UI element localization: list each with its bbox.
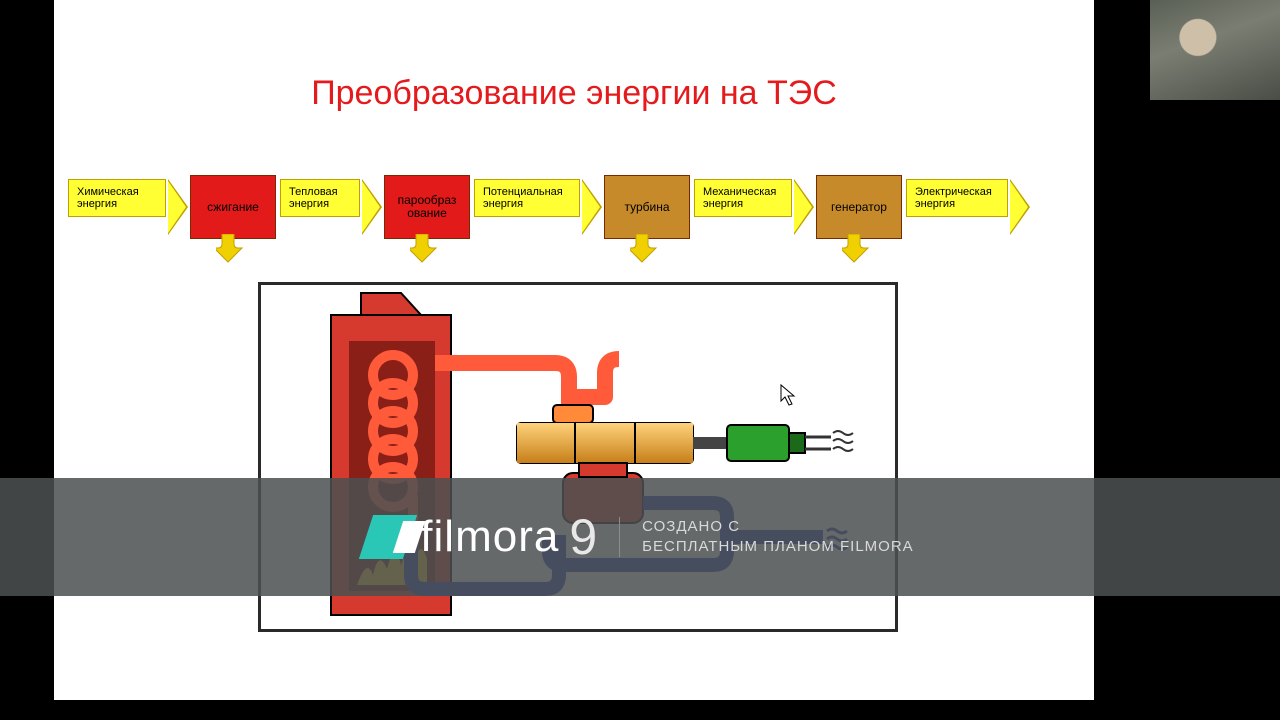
watermark-line1: СОЗДАНО С (642, 517, 914, 537)
process-box: генератор (816, 175, 902, 239)
process-box-label: сжигание (207, 201, 259, 214)
process-box: сжигание (190, 175, 276, 239)
energy-flow-row: Химическая энергия сжигание Тепловая энерг… (68, 162, 1084, 252)
energy-arrow: Электрическая энергия (906, 179, 1012, 235)
slide-title: Преобразование энергии на ТЭС (54, 74, 1094, 113)
down-arrow-icon (216, 234, 250, 264)
energy-arrow: Тепловая энергия (280, 179, 364, 235)
down-arrow-icon (410, 234, 444, 264)
energy-arrow-label: Тепловая энергия (280, 179, 360, 217)
watermark-overlay: filmora 9 СОЗДАНО С БЕСПЛАТНЫМ ПЛАНОМ FI… (0, 478, 1280, 596)
stage: Преобразование энергии на ТЭС Химическая… (0, 0, 1280, 720)
process-box-label: генератор (831, 201, 887, 214)
energy-arrow-label: Потенциальная энергия (474, 179, 580, 217)
process-box-label: парообраз ование (398, 194, 457, 220)
filmora-logo: filmora 9 (366, 508, 597, 566)
filmora-version: 9 (569, 508, 597, 566)
energy-arrow-label: Механическая энергия (694, 179, 792, 217)
watermark-line2: БЕСПЛАТНЫМ ПЛАНОМ FILMORA (642, 537, 914, 557)
energy-arrow: Химическая энергия (68, 179, 170, 235)
process-box: парообраз ование (384, 175, 470, 239)
energy-arrow: Механическая энергия (694, 179, 796, 235)
watermark-subtitle: СОЗДАНО С БЕСПЛАТНЫМ ПЛАНОМ FILMORA (619, 517, 914, 557)
process-box: турбина (604, 175, 690, 239)
webcam-thumbnail (1150, 0, 1280, 100)
filmora-mark-icon (366, 515, 410, 559)
process-box-label: турбина (624, 201, 669, 214)
down-arrow-icon (842, 234, 876, 264)
energy-arrow-label: Химическая энергия (68, 179, 166, 217)
down-arrow-icon (630, 234, 664, 264)
energy-arrow: Потенциальная энергия (474, 179, 584, 235)
filmora-wordmark: filmora (420, 512, 559, 562)
energy-arrow-label: Электрическая энергия (906, 179, 1008, 217)
